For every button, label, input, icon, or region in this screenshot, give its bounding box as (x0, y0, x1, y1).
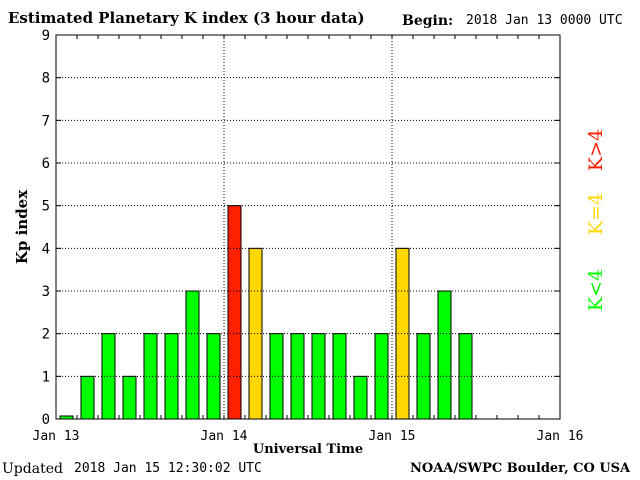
y-tick-label: 9 (42, 28, 50, 44)
legend-entry: K=4 (585, 193, 607, 235)
x-tick-label: Jan 16 (537, 429, 584, 444)
legend-entry: K<4 (585, 269, 607, 311)
x-tick-label: Jan 14 (201, 429, 248, 444)
kp-bar (122, 375, 137, 420)
plot-frame (55, 34, 561, 420)
kp-bar (227, 205, 242, 420)
kp-bar (80, 375, 95, 420)
y-tick-label: 4 (42, 241, 50, 257)
y-tick-label: 6 (42, 156, 50, 172)
y-tick-label: 2 (42, 327, 50, 343)
y-tick-label: 1 (42, 369, 50, 385)
updated-label: Updated (2, 461, 63, 477)
x-axis-label: Universal Time (253, 442, 363, 457)
x-tick-label: Jan 13 (33, 429, 80, 444)
credit-text: NOAA/SWPC Boulder, CO USA (410, 461, 631, 476)
begin-value: 2018 Jan 13 0000 UTC (466, 13, 623, 28)
x-tick-label: Jan 15 (369, 429, 416, 444)
y-tick-label: 3 (42, 284, 50, 300)
kp-bar (437, 290, 452, 420)
y-tick-label: 8 (42, 71, 50, 87)
begin-label: Begin: (402, 13, 454, 29)
kp-bar (353, 375, 368, 420)
y-tick-label: 0 (42, 412, 50, 428)
y-tick-label: 7 (42, 113, 50, 129)
y-axis-label: Kp index (13, 189, 31, 264)
kp-bar (185, 290, 200, 420)
legend-entry: K>4 (585, 129, 607, 171)
updated-value: 2018 Jan 15 12:30:02 UTC (74, 461, 262, 476)
y-tick-label: 5 (42, 199, 50, 215)
chart-title: Estimated Planetary K index (3 hour data… (8, 9, 365, 27)
